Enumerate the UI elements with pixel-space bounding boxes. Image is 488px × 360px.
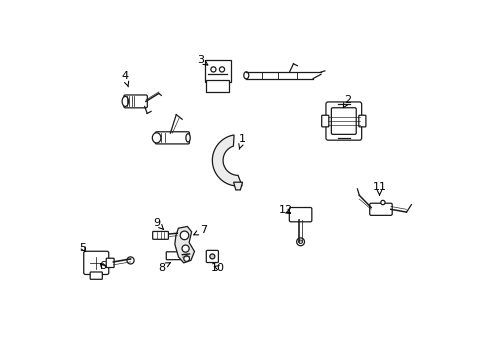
Polygon shape	[212, 135, 242, 186]
Text: 12: 12	[278, 205, 292, 215]
Circle shape	[210, 67, 216, 72]
FancyBboxPatch shape	[204, 60, 230, 82]
FancyBboxPatch shape	[321, 115, 328, 127]
Polygon shape	[233, 182, 242, 190]
Text: 11: 11	[372, 182, 386, 195]
FancyBboxPatch shape	[123, 95, 147, 108]
Circle shape	[296, 238, 304, 246]
Ellipse shape	[244, 72, 248, 79]
Circle shape	[298, 240, 302, 244]
FancyBboxPatch shape	[166, 252, 181, 260]
FancyBboxPatch shape	[289, 207, 311, 222]
FancyBboxPatch shape	[155, 132, 189, 144]
FancyBboxPatch shape	[325, 102, 361, 140]
Polygon shape	[175, 226, 194, 263]
FancyBboxPatch shape	[369, 203, 391, 215]
Circle shape	[183, 256, 189, 261]
Text: 8: 8	[158, 262, 170, 273]
Circle shape	[380, 201, 384, 204]
Text: 2: 2	[343, 95, 351, 108]
FancyBboxPatch shape	[358, 115, 365, 127]
FancyBboxPatch shape	[90, 272, 102, 279]
Text: 10: 10	[210, 262, 224, 273]
Text: 3: 3	[197, 55, 207, 65]
Circle shape	[209, 254, 214, 259]
FancyBboxPatch shape	[331, 108, 356, 134]
Text: 4: 4	[121, 71, 128, 87]
Text: 9: 9	[153, 218, 163, 229]
FancyBboxPatch shape	[83, 251, 108, 274]
Text: 1: 1	[238, 134, 246, 149]
FancyBboxPatch shape	[106, 258, 114, 267]
Text: 6: 6	[99, 261, 106, 271]
FancyBboxPatch shape	[206, 250, 218, 262]
Circle shape	[219, 67, 224, 72]
Ellipse shape	[122, 96, 128, 107]
Circle shape	[182, 245, 189, 252]
Text: 7: 7	[193, 225, 206, 235]
FancyBboxPatch shape	[206, 80, 228, 92]
Circle shape	[127, 257, 134, 264]
FancyBboxPatch shape	[152, 231, 168, 239]
Ellipse shape	[152, 133, 161, 143]
Circle shape	[180, 231, 188, 240]
Ellipse shape	[185, 134, 190, 142]
Text: 5: 5	[80, 243, 86, 253]
